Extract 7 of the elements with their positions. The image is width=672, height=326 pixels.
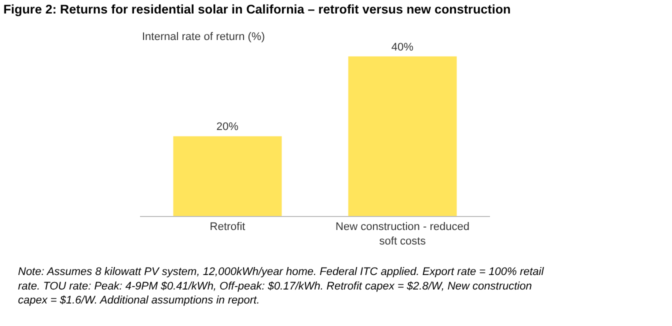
x-tick-label: New construction - reduced soft costs (336, 221, 470, 248)
data-label: 20% (216, 121, 239, 134)
data-label: 40% (391, 41, 414, 54)
text: Note: Assumes 8 kilowatt PV system, 12,000kWh/year home. Federal ITC applied. Export rate = 100% retail rate. TOU rate: Peak: 4-9PM $0.41/kWh, Off-peak: $0.17/kWh. Retrofit capex = $2.8/W, New construction capex = $1.6/W. Additional assumptions in report. (18, 266, 544, 307)
chart-title: Figure 2: Returns for residential solar in California – retrofit versus new construction (3, 2, 511, 17)
x-tick-label: Retrofit (210, 221, 246, 234)
y-axis-title: Internal rate of return (%) (142, 31, 265, 43)
